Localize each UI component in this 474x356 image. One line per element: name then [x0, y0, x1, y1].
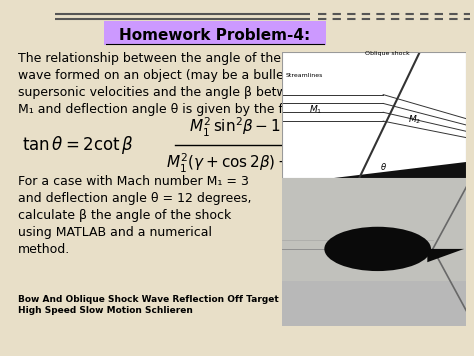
Text: Homework Problem-4:: Homework Problem-4: — [119, 27, 310, 42]
Polygon shape — [282, 178, 466, 326]
Text: Bow And Oblique Shock Wave Reflection Off Target
High Speed Slow Motion Schliere: Bow And Oblique Shock Wave Reflection Of… — [18, 295, 279, 315]
Text: For a case with Mach number M₁ = 3
and deflection angle θ = 12 degrees,
calculat: For a case with Mach number M₁ = 3 and d… — [18, 175, 252, 256]
Text: The relationship between the angle of the oblique shock
wave formed on an object: The relationship between the angle of th… — [18, 52, 400, 116]
Polygon shape — [282, 52, 466, 178]
Polygon shape — [428, 249, 464, 262]
Text: Oblique shock: Oblique shock — [365, 51, 410, 56]
Text: Streamlines: Streamlines — [286, 73, 323, 78]
Text: $\tan\theta = 2\cot\beta$: $\tan\theta = 2\cot\beta$ — [22, 134, 134, 156]
Ellipse shape — [324, 227, 431, 271]
Text: $M_1^2(\gamma + \cos 2\beta) + 2$: $M_1^2(\gamma + \cos 2\beta) + 2$ — [166, 151, 304, 174]
Text: $\theta$: $\theta$ — [380, 161, 387, 172]
Text: $M_1^2\,\sin^2\!\beta - 1$: $M_1^2\,\sin^2\!\beta - 1$ — [189, 115, 281, 138]
Polygon shape — [334, 162, 466, 178]
FancyBboxPatch shape — [104, 21, 326, 45]
Text: $M_1$: $M_1$ — [309, 103, 322, 116]
Polygon shape — [282, 178, 466, 281]
Text: $M_2$: $M_2$ — [408, 114, 421, 126]
